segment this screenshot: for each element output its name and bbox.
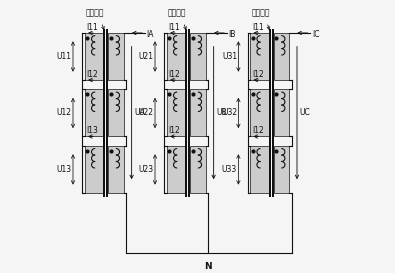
Bar <box>250 90 269 136</box>
Bar <box>250 33 269 80</box>
Bar <box>85 146 103 193</box>
Text: U33: U33 <box>222 165 237 174</box>
Text: I11: I11 <box>168 23 180 32</box>
Text: I13: I13 <box>87 126 98 135</box>
Bar <box>274 33 289 80</box>
Bar <box>167 90 185 136</box>
Text: IA: IA <box>147 30 154 39</box>
Text: UA: UA <box>134 108 145 117</box>
Text: N: N <box>205 262 212 271</box>
Text: U32: U32 <box>222 108 237 117</box>
Text: UB: UB <box>216 108 227 117</box>
Bar <box>274 146 289 193</box>
Bar <box>274 90 289 136</box>
Text: U31: U31 <box>222 52 237 61</box>
Bar <box>190 33 205 80</box>
Text: UC: UC <box>300 108 310 117</box>
Text: U12: U12 <box>56 108 71 117</box>
Bar <box>108 90 124 136</box>
Text: U21: U21 <box>139 52 154 61</box>
Text: IB: IB <box>228 30 236 39</box>
Text: 三相铁芯: 三相铁芯 <box>168 8 186 17</box>
Bar <box>167 146 185 193</box>
Bar <box>108 33 124 80</box>
Bar <box>167 33 185 80</box>
Text: I12: I12 <box>168 70 180 79</box>
Text: 三相铁芯: 三相铁芯 <box>251 8 270 17</box>
Bar <box>85 90 103 136</box>
Bar <box>108 146 124 193</box>
Text: I11: I11 <box>252 23 263 32</box>
Text: U11: U11 <box>56 52 71 61</box>
Bar <box>190 90 205 136</box>
Text: I11: I11 <box>87 23 98 32</box>
Text: I12: I12 <box>252 70 263 79</box>
Bar <box>190 146 205 193</box>
Text: I12: I12 <box>87 70 98 79</box>
Text: 三相铁芯: 三相铁芯 <box>86 8 104 17</box>
Text: I12: I12 <box>168 126 180 135</box>
Bar <box>85 33 103 80</box>
Text: U13: U13 <box>56 165 71 174</box>
Bar <box>250 146 269 193</box>
Text: IC: IC <box>312 30 319 39</box>
Text: I12: I12 <box>252 126 263 135</box>
Text: U22: U22 <box>139 108 154 117</box>
Text: U23: U23 <box>139 165 154 174</box>
